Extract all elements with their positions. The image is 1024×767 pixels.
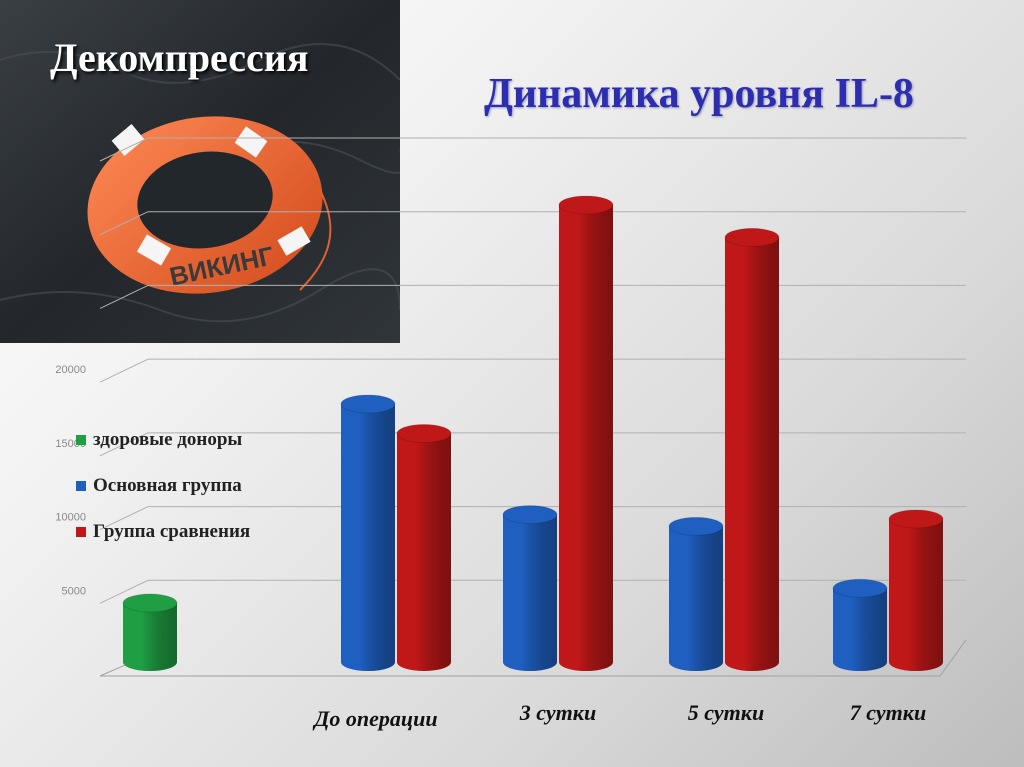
bar-main (668, 516, 724, 671)
bar-shade (725, 237, 779, 672)
bar-top (668, 516, 724, 536)
y-tick-label: 10000 (55, 512, 86, 524)
bar-shade (123, 603, 177, 671)
gridline-side (99, 211, 149, 236)
legend-item-comparison: Группа сравнения (76, 520, 250, 544)
bar-shade (559, 204, 613, 671)
legend-swatch-healthy (76, 435, 86, 445)
bar-main (502, 505, 558, 671)
legend-item-healthy: здоровые доноры (76, 428, 250, 452)
bar-shade (341, 404, 395, 671)
bar-top (396, 423, 452, 443)
bar-comparison (888, 509, 944, 671)
gridline-side (99, 284, 149, 309)
category-label-day5: 5 сутки (687, 700, 765, 725)
slide-tag: Декомпрессия (50, 35, 309, 80)
bar-top (832, 578, 888, 598)
bar-shade (669, 526, 723, 671)
category-label-day7: 7 сутки (849, 700, 927, 725)
chart-title: Динамика уровня IL-8 (484, 71, 914, 117)
bar-shade (833, 588, 887, 671)
bar-top (502, 505, 558, 525)
bar-healthy (122, 593, 178, 671)
chart-legend: здоровые доноры Основная группа Группа с… (76, 428, 250, 566)
bar-shade (503, 514, 557, 671)
bar-comparison (558, 195, 614, 671)
category-label-day3: 3 сутки (519, 700, 597, 725)
y-tick-label: 5000 (62, 585, 86, 597)
bar-top (888, 509, 944, 529)
bar-top (724, 227, 780, 247)
bar-top (558, 195, 614, 215)
legend-item-main: Основная группа (76, 474, 250, 498)
bar-shade (889, 518, 943, 671)
category-label-preop: До операции (314, 706, 438, 731)
gridline-side (99, 358, 149, 383)
legend-swatch-main (76, 481, 86, 491)
legend-label-comparison: Группа сравнения (93, 521, 251, 542)
gridline-side (99, 506, 149, 531)
bar-main (340, 394, 396, 671)
bar-top (122, 593, 178, 613)
bar-shade (397, 433, 451, 671)
bar-main (832, 578, 888, 671)
gridline-side (99, 579, 149, 604)
bar-top (340, 394, 396, 414)
legend-label-main: Основная группа (93, 475, 242, 496)
bar-comparison (396, 423, 452, 671)
bar-comparison (724, 227, 780, 672)
floor-right (939, 639, 967, 677)
legend-swatch-comparison (76, 527, 86, 537)
legend-label-healthy: здоровые доноры (93, 429, 243, 450)
gridline-side (99, 432, 149, 457)
y-tick-label: 20000 (55, 364, 86, 376)
gridline-side (99, 137, 149, 162)
